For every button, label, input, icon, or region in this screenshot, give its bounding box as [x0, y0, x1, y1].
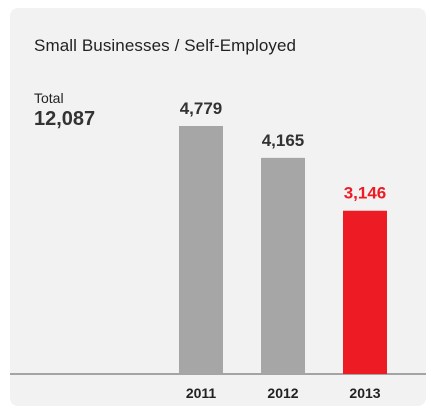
value-label-2013: 3,146	[344, 184, 387, 203]
bar-chart: 4,779 2011 4,165 2012 3,146 2013	[10, 99, 426, 401]
x-tick-label-2012: 2012	[267, 385, 298, 401]
bar-2013	[343, 210, 387, 374]
chart-title: Small Businesses / Self-Employed	[34, 36, 297, 55]
total-value: 12,087	[34, 108, 96, 130]
value-label-2012: 4,165	[262, 131, 305, 150]
x-tick-label-2011: 2011	[186, 385, 217, 401]
bar-2011	[179, 126, 223, 374]
value-label-2011: 4,779	[180, 99, 223, 118]
chart-card: Small Businesses / Self-Employed Total 1…	[10, 8, 426, 406]
x-tick-label-2013: 2013	[349, 385, 380, 401]
total-label: Total	[34, 90, 64, 106]
bar-2012	[261, 157, 305, 374]
